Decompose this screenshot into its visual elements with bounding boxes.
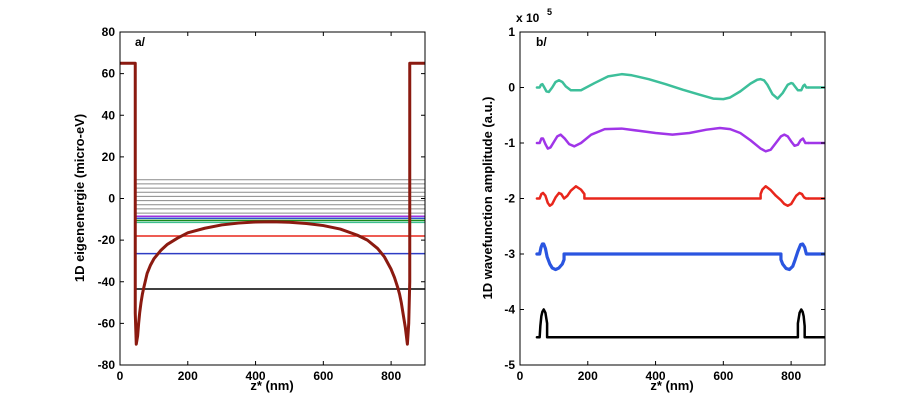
potential-curve [120,61,425,346]
panel-b-y-tick-label: -2 [504,192,515,206]
panel-b-x-tick-label: 800 [781,369,801,383]
panel-b-y-tick-label: -5 [504,358,515,372]
panel-a-plot-area [120,61,425,346]
panel-a-y-tick-label: -80 [98,358,116,372]
panel-b-x-tick-label: 400 [646,369,666,383]
panel-a-label: a/ [135,35,146,49]
panel-b-x-tick-label: 0 [517,369,524,383]
panel-b-multiplier-exponent: 5 [547,7,552,17]
panel-a-x-tick-label: 400 [246,369,266,383]
panel-b-x-axis-title: z* (nm) [650,378,693,393]
panel-a-series-group [120,61,425,346]
wavefunction-line [535,72,810,101]
panel-b-ticks: 0 200 400 600 800 -5 -4 -3 -2 -1 0 1 [504,25,825,383]
panel-b-y-tick-label: 1 [508,25,515,39]
panel-a-y-axis-title: 1D eigenenergie (micro-eV) [72,114,87,282]
wavefunction-line [535,126,810,153]
panel-b-wavefunction-chart: 0 200 400 600 800 -5 -4 -3 -2 -1 0 1 b/ x 10 5 z* (… [480,7,826,393]
panel-b-plot-area [535,72,825,339]
panel-b-y-tick-label: -3 [504,247,515,261]
wavefunction-line [535,308,810,339]
panel-a-ticks: 0 200 400 600 800 -80 -60 -40 -20 0 20 40 60 80 [98,25,425,383]
panel-a-y-tick-label: 20 [102,150,116,164]
panel-b-x-tick-label: 200 [578,369,598,383]
panel-b-y-tick-label: -4 [504,303,515,317]
wavefunction-line [535,185,810,207]
panel-a-x-tick-label: 600 [313,369,333,383]
panel-a-y-tick-label: -40 [98,275,116,289]
panel-a-x-tick-label: 0 [117,369,124,383]
panel-b-multiplier: x 10 [516,11,540,25]
panel-b-y-tick-label: -1 [504,136,515,150]
panel-b-y-axis-title: 1D wavefunction amplitude (a.u.) [480,97,495,300]
panel-a-y-tick-label: -60 [98,316,116,330]
panel-b-x-tick-label: 600 [713,369,733,383]
panel-b-label: b/ [536,35,547,49]
panel-a-x-axis-title: z* (nm) [250,378,293,393]
panel-a-x-tick-label: 200 [178,369,198,383]
panel-a-eigenenergy-chart: 0 200 400 600 800 -80 -60 -40 -20 0 20 40 60 80 a/ z*… [72,25,426,393]
panel-a-x-tick-label: 800 [381,369,401,383]
panel-a-y-tick-label: 40 [102,108,116,122]
panel-a-y-tick-label: 0 [108,192,115,206]
panel-a-axes-frame [119,31,426,366]
panel-a-y-tick-label: -20 [98,233,116,247]
wavefunction-line [535,242,810,272]
panel-a-y-tick-label: 80 [102,25,116,39]
panel-a-y-tick-label: 60 [102,67,116,81]
panel-b-y-tick-label: 0 [508,81,515,95]
